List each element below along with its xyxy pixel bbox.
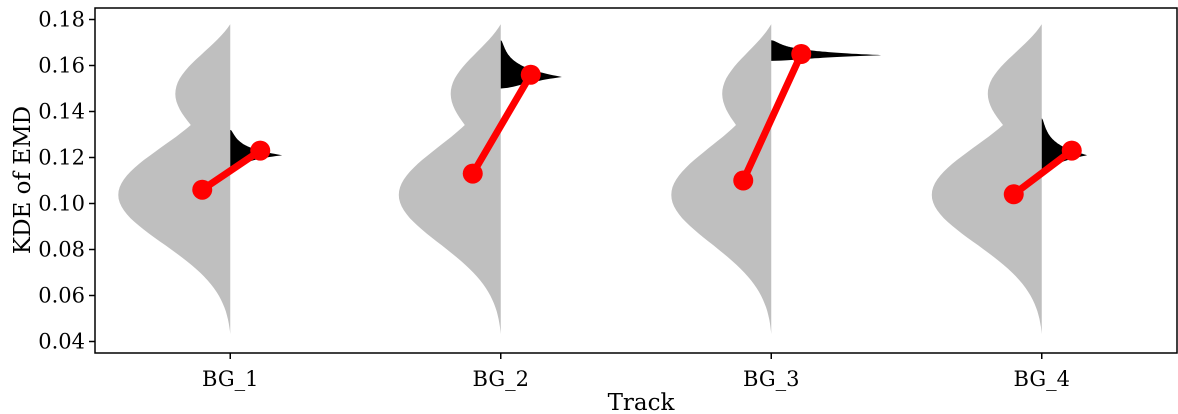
point-right-BG_1 <box>250 140 271 161</box>
violin-right-BG_1 <box>230 129 283 167</box>
connector-line-BG_1 <box>198 147 264 194</box>
point-left-BG_2 <box>462 163 483 184</box>
y-tick-label: 0.06 <box>38 284 85 308</box>
point-left-BG_3 <box>733 170 754 191</box>
x-tick-label-BG_3: BG_3 <box>743 367 799 391</box>
y-tick-label: 0.12 <box>38 146 85 170</box>
y-tick-label: 0.16 <box>38 54 85 78</box>
y-axis: 0.04 0.06 0.08 0.10 0.12 0.14 0.16 0.18 <box>38 8 95 354</box>
y-tick-label: 0.10 <box>38 192 85 216</box>
violin-left-BG_3 <box>671 24 772 335</box>
y-tick-label: 0.04 <box>38 330 85 354</box>
point-left-BG_1 <box>192 179 213 200</box>
x-tick-label-BG_1: BG_1 <box>202 367 258 391</box>
y-tick-label: 0.18 <box>38 8 85 32</box>
violin-left-BG_2 <box>398 24 501 335</box>
x-tick-label-BG_2: BG_2 <box>473 367 529 391</box>
point-right-BG_3 <box>791 44 812 64</box>
violin-right-BG_4 <box>1041 118 1088 169</box>
x-tick-label-BG_4: BG_4 <box>1014 367 1070 391</box>
point-right-BG_2 <box>520 64 541 85</box>
y-tick-label: 0.14 <box>38 100 85 124</box>
violin-right-BG_2 <box>500 40 562 89</box>
median-connectors <box>192 44 1082 205</box>
violin-left-BG_4 <box>931 24 1042 335</box>
plot-frame <box>94 7 1178 354</box>
point-right-BG_4 <box>1061 140 1082 161</box>
point-left-BG_4 <box>1003 184 1024 205</box>
violin-right-BG_3 <box>771 40 882 61</box>
connector-line-BG_4 <box>1010 147 1076 198</box>
connector-line-BG_3 <box>739 50 805 184</box>
connector-line-BG_2 <box>469 71 535 178</box>
y-axis-title: KDE of EMD <box>10 106 36 254</box>
y-tick-label: 0.08 <box>38 238 85 262</box>
x-axis-title: Track <box>608 390 676 414</box>
violin-left-BG_1 <box>118 24 231 335</box>
violins <box>118 24 1088 335</box>
x-axis: BG_1 BG_2 BG_3 BG_4 <box>202 353 1070 391</box>
